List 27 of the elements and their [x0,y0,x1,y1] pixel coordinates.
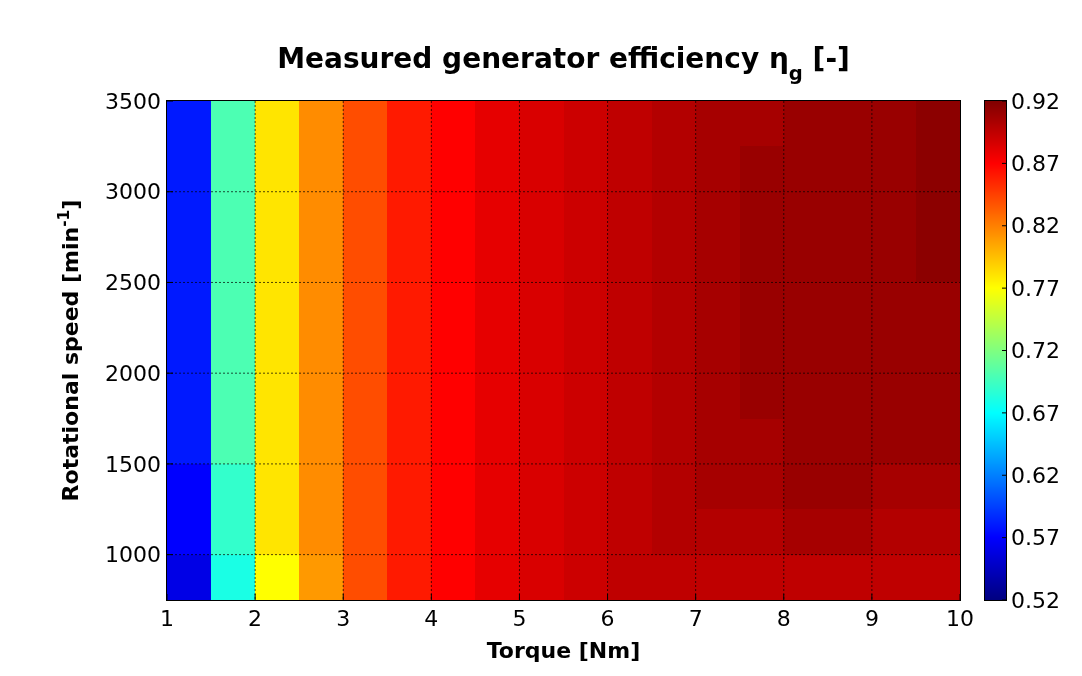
y-tick-label: 1500 [105,451,161,477]
color-bar-label: 0.57 [1011,525,1060,551]
x-tick-label: 7 [688,606,703,631]
y-tick-label: 3500 [105,88,161,114]
x-tick-label: 4 [424,606,439,631]
y-tick-label: 1000 [105,542,161,568]
color-bar-label: 0.52 [1011,587,1060,613]
x-tick-label: 6 [600,606,615,631]
x-tick-label: 8 [776,606,791,631]
color-bar-label: 0.77 [1011,275,1060,301]
color-bar-label: 0.87 [1011,151,1060,177]
color-bar-label: 0.82 [1011,213,1060,239]
color-bar-label: 0.72 [1011,338,1060,364]
x-tick-label: 2 [248,606,263,631]
color-bar-label: 0.62 [1011,462,1060,488]
color-bar-label: 0.67 [1011,400,1060,426]
color-bar-label: 0.92 [1011,88,1060,114]
x-tick-label: 10 [946,606,974,631]
x-tick-label: 5 [512,606,527,631]
y-tick-label: 2000 [105,360,161,386]
x-tick-label: 9 [864,606,879,631]
x-axis-title: Torque [Nm] [486,638,641,663]
y-tick-label: 2500 [105,270,161,296]
x-tick-label: 1 [160,606,174,631]
y-tick-label: 3000 [105,179,161,205]
x-tick-label: 3 [336,606,351,631]
chart-title: Measured generator efficiency η$_{g}$ [-] [277,42,850,85]
